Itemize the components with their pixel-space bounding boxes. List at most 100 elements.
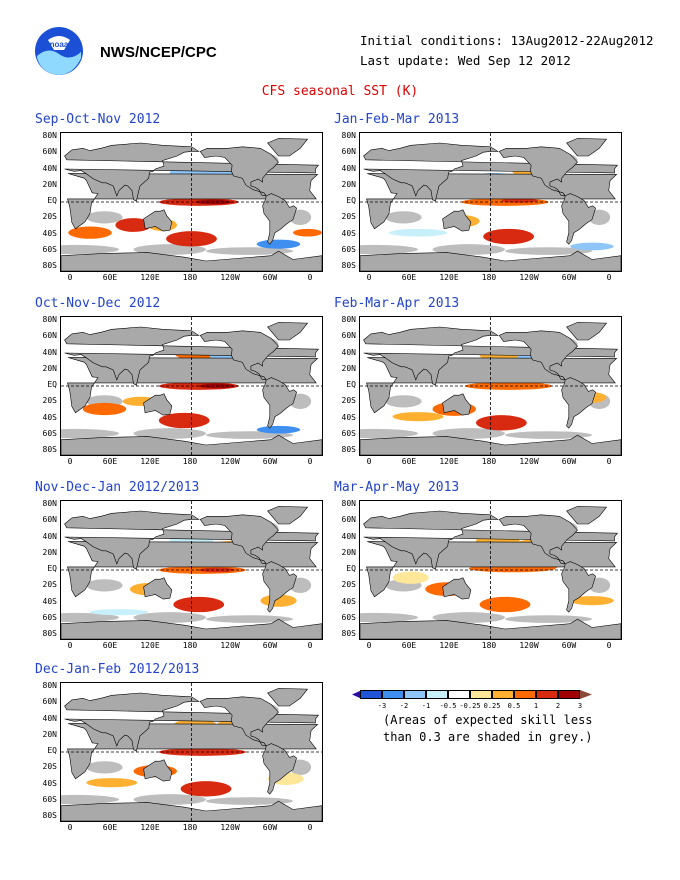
anomaly-region bbox=[479, 596, 531, 613]
latitude-label: EQ bbox=[47, 746, 57, 755]
longitude-label: 60W bbox=[561, 641, 577, 650]
map-panel: Oct-Nov-Dec 2012 80N 60N 40N 20N EQ 20S 40S 60S 8… bbox=[35, 296, 325, 471]
legend-swatch bbox=[360, 690, 382, 699]
low-skill-region bbox=[86, 579, 123, 592]
latitude-label: EQ bbox=[346, 564, 356, 573]
latitude-label: 20S bbox=[341, 396, 356, 406]
land-australia bbox=[442, 577, 472, 600]
latitude-label: 40S bbox=[42, 412, 57, 422]
anomaly-region bbox=[570, 596, 614, 606]
map-panel: Dec-Jan-Feb 2012/2013 80N 60N 40N 20N EQ 20S 40… bbox=[35, 662, 325, 837]
latitude-label: 40S bbox=[42, 228, 57, 238]
land-australia bbox=[143, 209, 173, 232]
land-antarctica bbox=[360, 618, 621, 639]
latitude-label: 60N bbox=[42, 697, 57, 707]
land-eurasia bbox=[64, 692, 319, 752]
latitude-label: 80S bbox=[42, 629, 57, 638]
land-greenland bbox=[267, 688, 309, 707]
legend-swatch bbox=[514, 690, 536, 699]
latitude-label: 80S bbox=[341, 261, 356, 270]
longitude-label: 0 bbox=[307, 273, 313, 282]
longitude-label: 0 bbox=[606, 641, 612, 650]
panel-title: Mar-Apr-May 2013 bbox=[334, 480, 460, 495]
longitude-label: 120W bbox=[220, 457, 240, 466]
latitude-label: 40N bbox=[341, 531, 356, 541]
latitude-label: 60N bbox=[341, 515, 356, 525]
latitude-label: EQ bbox=[47, 380, 57, 389]
color-legend: -3 -2 -1 -0.5 -0.25 0.25 0.5 1 2 3 bbox=[352, 688, 628, 714]
land-samerica bbox=[561, 561, 596, 613]
latitude-label: 20N bbox=[42, 729, 57, 739]
latitude-label: 60N bbox=[42, 147, 57, 157]
latitude-label: 40S bbox=[341, 228, 356, 238]
land-antarctica bbox=[61, 250, 322, 271]
land-greenland bbox=[566, 138, 608, 157]
longitude-label: 180 bbox=[481, 273, 497, 282]
longitude-label: 120E bbox=[140, 273, 160, 282]
legend-value: 0.25 bbox=[483, 702, 501, 710]
low-skill-region bbox=[133, 612, 206, 623]
land-australia bbox=[442, 393, 472, 416]
longitude-label: 120W bbox=[519, 641, 539, 650]
latitude-label: 80N bbox=[341, 499, 356, 508]
land-greenland bbox=[566, 506, 608, 525]
longitude-label: 180 bbox=[182, 823, 198, 832]
land-greenland bbox=[267, 322, 309, 341]
anomaly-region bbox=[158, 412, 210, 429]
panel-title: Nov-Dec-Jan 2012/2013 bbox=[35, 480, 200, 495]
legend-value: -0.25 bbox=[459, 702, 481, 710]
low-skill-region bbox=[86, 211, 123, 224]
latitude-label: 60S bbox=[341, 244, 356, 254]
land-australia bbox=[442, 209, 472, 232]
map-graphic bbox=[61, 501, 322, 639]
figure-subtitle: CFS seasonal SST (K) bbox=[261, 84, 419, 99]
land-greenland bbox=[267, 506, 309, 525]
panel-title: Dec-Jan-Feb 2012/2013 bbox=[35, 662, 200, 677]
latitude-label: 40S bbox=[42, 596, 57, 606]
latitude-label: EQ bbox=[47, 564, 57, 573]
panel-title: Feb-Mar-Apr 2013 bbox=[334, 296, 460, 311]
longitude-label: 60E bbox=[102, 641, 118, 650]
low-skill-region bbox=[385, 395, 422, 408]
latitude-label: 20S bbox=[42, 762, 57, 772]
longitude-label: 120E bbox=[140, 641, 160, 650]
legend-value: -2 bbox=[399, 702, 409, 710]
land-samerica bbox=[561, 377, 596, 429]
latitude-label: 60S bbox=[42, 428, 57, 438]
low-skill-region bbox=[133, 244, 206, 255]
longitude-label: 120E bbox=[439, 273, 459, 282]
low-skill-region bbox=[505, 247, 592, 255]
land-eurasia bbox=[363, 142, 618, 202]
longitude-label: 180 bbox=[182, 273, 198, 282]
legend-swatch bbox=[536, 690, 558, 699]
legend-value: -3 bbox=[377, 702, 387, 710]
latitude-label: 60N bbox=[341, 331, 356, 341]
anomaly-region bbox=[115, 218, 152, 232]
longitude-label: 60E bbox=[401, 457, 417, 466]
legend-swatch bbox=[382, 690, 404, 699]
land-eurasia bbox=[64, 142, 319, 202]
low-skill-region bbox=[432, 428, 505, 439]
longitude-label: 180 bbox=[481, 457, 497, 466]
low-skill-region bbox=[385, 211, 422, 224]
anomaly-region bbox=[293, 228, 322, 237]
map-graphic bbox=[61, 133, 322, 271]
longitude-label: 0 bbox=[67, 273, 73, 282]
low-skill-region bbox=[360, 244, 418, 255]
longitude-label: 0 bbox=[366, 457, 372, 466]
land-antarctica bbox=[360, 434, 621, 455]
longitude-label: 60W bbox=[262, 823, 278, 832]
latitude-label: 20S bbox=[42, 212, 57, 222]
sst-anomaly-map bbox=[359, 132, 622, 272]
land-greenland bbox=[566, 322, 608, 341]
longitude-label: 120E bbox=[439, 641, 459, 650]
longitude-label: 180 bbox=[481, 641, 497, 650]
latitude-label: 40N bbox=[42, 713, 57, 723]
longitude-label: 60W bbox=[561, 457, 577, 466]
latitude-label: 40S bbox=[341, 596, 356, 606]
land-eurasia bbox=[363, 510, 618, 570]
longitude-label: 60W bbox=[561, 273, 577, 282]
agency-name: NWS/NCEP/CPC bbox=[100, 44, 217, 61]
land-samerica bbox=[262, 193, 297, 245]
latitude-label: 40N bbox=[42, 163, 57, 173]
